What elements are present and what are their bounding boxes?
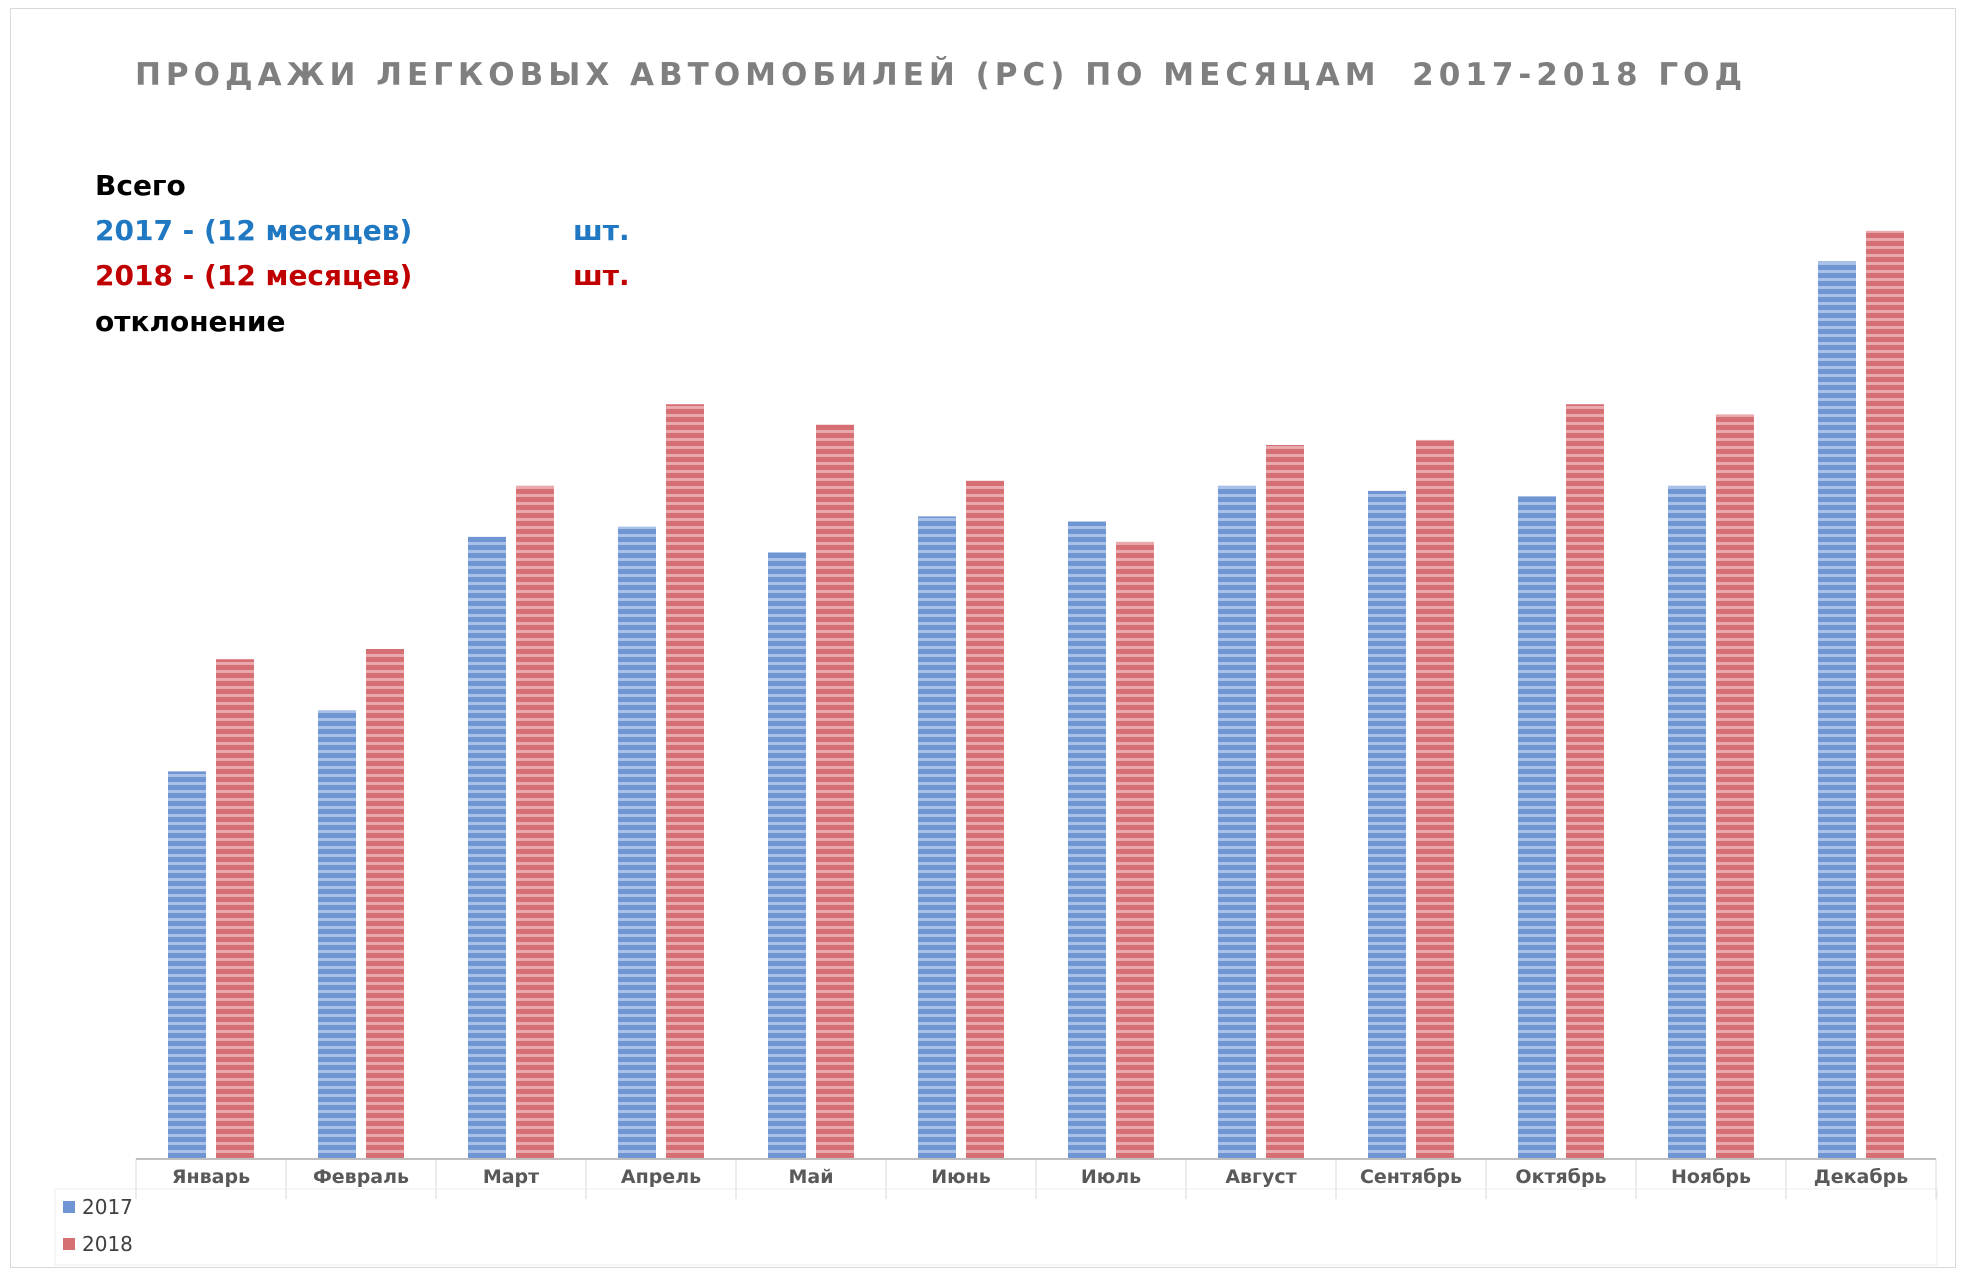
chart-plot: Январь Февраль Март Апрель Май Июнь Июль Август… xyxy=(54,230,1938,1266)
bar-2017-4 xyxy=(618,526,656,1159)
x-tick-label: Сентябрь xyxy=(1360,1166,1462,1188)
x-tick-label: Июнь xyxy=(931,1166,991,1188)
bar-2017-8 xyxy=(1218,485,1256,1159)
legend-label-2017: 2017 xyxy=(82,1195,133,1219)
bar-2017-5 xyxy=(768,552,806,1159)
bar-2018-10 xyxy=(1566,404,1604,1159)
bar-2018-6 xyxy=(966,480,1004,1159)
chart-frame: ПРОДАЖИ ЛЕГКОВЫХ АВТОМОБИЛЕЙ (PC) ПО МЕС… xyxy=(10,8,1956,1268)
bar-2018-2 xyxy=(366,649,404,1159)
x-tick-label: Декабрь xyxy=(1814,1166,1908,1188)
summary-2018: 2018 - (12 месяцев) xyxy=(95,259,413,292)
bar-2018-12 xyxy=(1866,230,1904,1160)
bar-2017-7 xyxy=(1068,521,1106,1159)
legend-swatch-2017 xyxy=(63,1201,75,1213)
x-tick-label: Октябрь xyxy=(1515,1166,1606,1188)
bar-2018-8 xyxy=(1266,445,1304,1159)
bar-2018-3 xyxy=(516,485,554,1159)
summary-2018-unit: шт. xyxy=(573,259,630,292)
x-tick-label: Май xyxy=(788,1166,833,1188)
bar-2017-2 xyxy=(318,710,356,1159)
x-tick-label: Февраль xyxy=(313,1166,409,1188)
bar-2018-1 xyxy=(216,659,254,1159)
summary-2017-unit: шт. xyxy=(573,214,630,247)
bar-2018-4 xyxy=(666,404,704,1159)
bar-2017-11 xyxy=(1668,485,1706,1159)
bar-2017-10 xyxy=(1518,496,1556,1159)
summary-deviation: отклонение xyxy=(95,305,286,338)
legend-label-2018: 2018 xyxy=(82,1232,133,1256)
bar-2018-5 xyxy=(816,424,854,1160)
bar-2017-12 xyxy=(1818,261,1856,1159)
summary-2017: 2017 - (12 месяцев) xyxy=(95,214,413,247)
x-tick-label: Август xyxy=(1225,1166,1296,1188)
legend-swatch-2018 xyxy=(63,1238,75,1250)
bar-2017-9 xyxy=(1368,490,1406,1159)
x-tick-label: Январь xyxy=(172,1166,250,1188)
x-tick-label: Ноябрь xyxy=(1671,1166,1751,1188)
x-tick-label: Апрель xyxy=(621,1166,701,1188)
legend-box xyxy=(54,1188,1938,1266)
x-tick-label: Март xyxy=(483,1166,539,1188)
bar-2017-6 xyxy=(918,516,956,1159)
bar-2017-1 xyxy=(168,771,206,1159)
bar-2018-11 xyxy=(1716,414,1754,1159)
bar-2018-9 xyxy=(1416,439,1454,1159)
bar-2018-7 xyxy=(1116,541,1154,1159)
x-tick-label: Июль xyxy=(1081,1166,1141,1188)
summary-heading: Всего xyxy=(95,169,186,202)
chart-title: ПРОДАЖИ ЛЕГКОВЫХ АВТОМОБИЛЕЙ (PC) ПО МЕС… xyxy=(134,57,1748,93)
bar-2017-3 xyxy=(468,536,506,1159)
